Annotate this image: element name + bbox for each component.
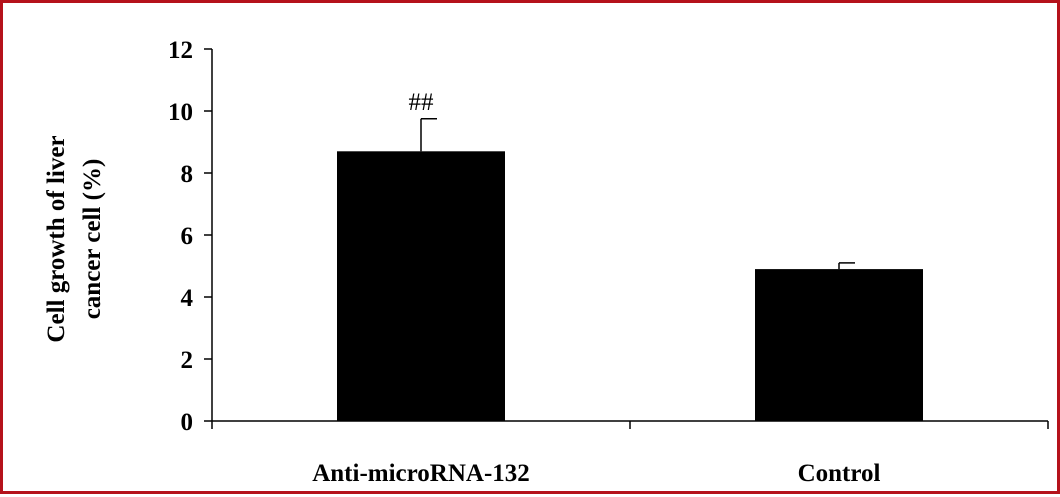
y-tick-label: 8: [181, 161, 194, 188]
significance-annotation: ##: [409, 89, 435, 116]
y-ticks: 0 2 4 6 8 10 12: [168, 37, 212, 436]
y-tick-label: 2: [181, 347, 194, 374]
y-axis-title-line: cancer cell (%): [79, 159, 106, 320]
y-axis-title-line: Cell growth of liver: [43, 135, 70, 342]
y-tick-label: 12: [168, 37, 193, 64]
bar-anti-microrna-132: [337, 151, 505, 422]
y-tick-label: 0: [181, 409, 194, 436]
x-category-label: Anti-microRNA-132: [312, 460, 530, 487]
x-category-label: Control: [798, 460, 881, 487]
y-tick-label: 10: [168, 99, 193, 126]
y-tick-label: 6: [181, 223, 194, 250]
bar-control: [755, 269, 923, 421]
x-ticks: Anti-microRNA-132 Control: [211, 421, 1049, 487]
y-tick-label: 4: [181, 285, 194, 312]
bar-chart: Cell growth of liver cancer cell (%) 0 2 4 6…: [43, 37, 1049, 487]
y-axis-title: Cell growth of liver cancer cell (%): [43, 135, 106, 342]
bars: ##: [337, 89, 923, 422]
